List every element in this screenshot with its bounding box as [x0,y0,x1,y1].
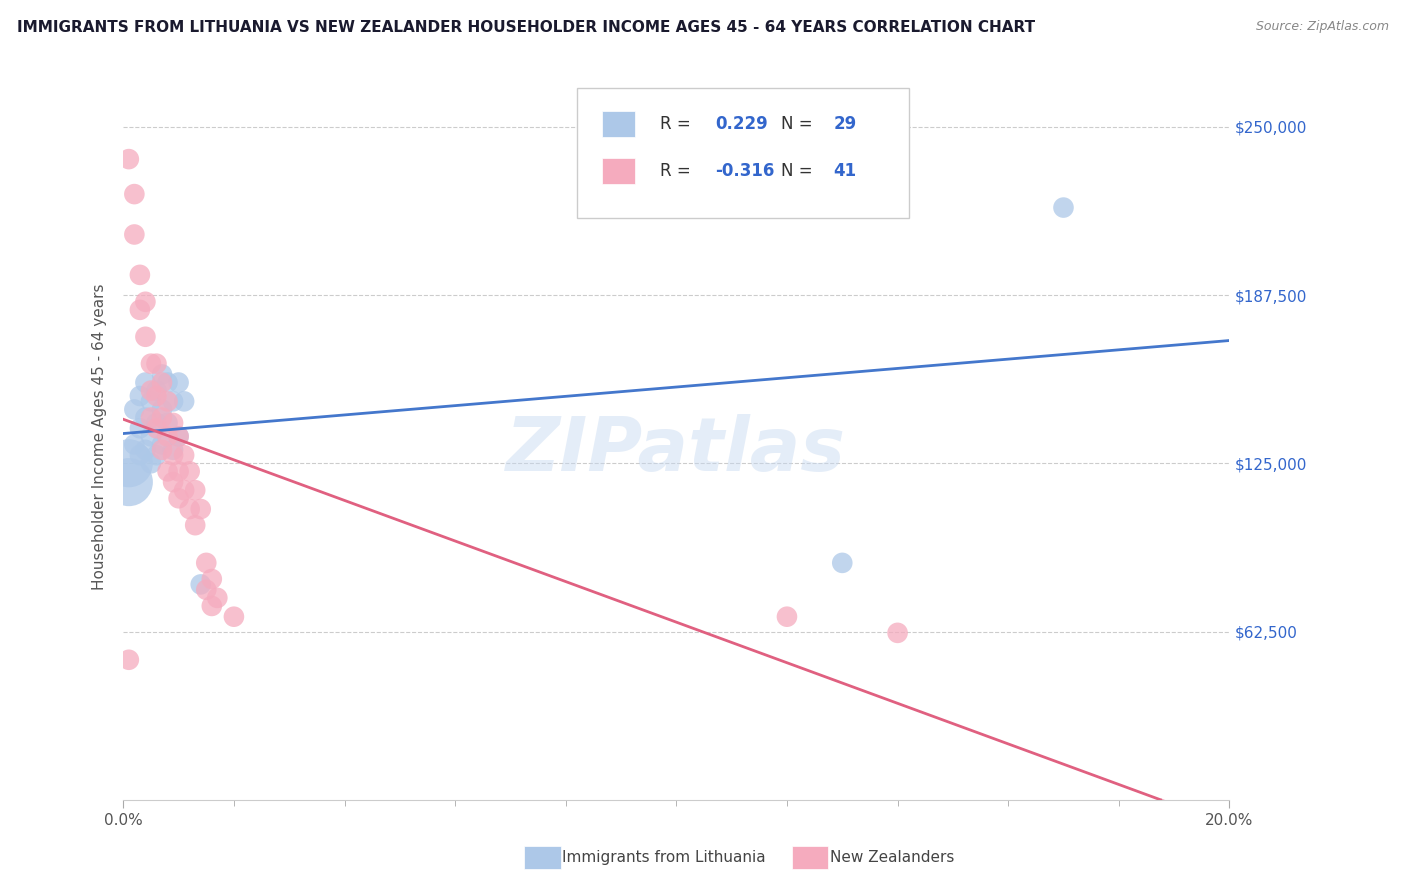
Point [190,502,212,516]
Point [173,448,195,462]
Text: IMMIGRANTS FROM LITHUANIA VS NEW ZEALANDER HOUSEHOLDER INCOME AGES 45 - 64 YEARS: IMMIGRANTS FROM LITHUANIA VS NEW ZEALAND… [17,20,1035,35]
Point [128,302,150,317]
Point [124,187,146,202]
Text: -0.316: -0.316 [716,162,775,180]
Point [145,448,167,462]
Point [173,394,195,409]
Point [207,591,229,605]
Point [124,227,146,242]
Point [156,429,179,443]
Point [150,368,173,382]
Point [167,376,190,390]
Point [118,152,141,166]
Point [162,448,184,462]
Point [156,376,179,390]
Point [128,268,150,282]
Text: N =: N = [782,162,818,180]
Point [124,437,146,451]
Point [150,376,173,390]
Point [134,294,156,309]
Point [190,577,212,591]
Text: 29: 29 [834,115,856,133]
Point [145,357,167,371]
Point [128,421,150,435]
Point [162,475,184,489]
Point [184,483,207,498]
Point [156,394,179,409]
Point [195,582,218,597]
Point [184,518,207,533]
Point [139,456,162,470]
Point [150,410,173,425]
Point [139,357,162,371]
Point [139,384,162,398]
Point [162,416,184,430]
Point [145,416,167,430]
Point [145,389,167,403]
Point [201,572,224,586]
Point [134,410,156,425]
Point [139,394,162,409]
Point [150,437,173,451]
Point [167,464,190,478]
Point [118,475,141,489]
Text: ZIPatlas: ZIPatlas [506,415,846,487]
FancyBboxPatch shape [576,87,908,219]
FancyBboxPatch shape [602,111,636,137]
Point [167,491,190,506]
Point [134,442,156,457]
Point [156,416,179,430]
Point [145,421,167,435]
Point [1052,201,1074,215]
Point [167,429,190,443]
Point [222,609,245,624]
Point [179,464,201,478]
Point [118,456,141,470]
Point [128,448,150,462]
Text: Immigrants from Lithuania: Immigrants from Lithuania [562,850,766,864]
Point [886,625,908,640]
Point [134,376,156,390]
Point [156,464,179,478]
Point [128,389,150,403]
Text: R =: R = [659,162,696,180]
Text: 0.229: 0.229 [716,115,768,133]
Point [134,330,156,344]
FancyBboxPatch shape [602,158,636,184]
Point [201,599,224,613]
Point [195,556,218,570]
Point [118,653,141,667]
Point [150,402,173,417]
Point [162,394,184,409]
Point [776,609,799,624]
Text: 41: 41 [834,162,856,180]
Point [831,556,853,570]
Text: R =: R = [659,115,696,133]
Point [150,442,173,457]
Point [173,483,195,498]
Point [139,429,162,443]
Point [124,402,146,417]
Point [162,442,184,457]
Y-axis label: Householder Income Ages 45 - 64 years: Householder Income Ages 45 - 64 years [93,283,107,590]
Text: Source: ZipAtlas.com: Source: ZipAtlas.com [1256,20,1389,33]
Point [179,502,201,516]
Text: New Zealanders: New Zealanders [830,850,953,864]
Point [167,429,190,443]
Point [139,410,162,425]
Text: N =: N = [782,115,818,133]
Point [145,384,167,398]
